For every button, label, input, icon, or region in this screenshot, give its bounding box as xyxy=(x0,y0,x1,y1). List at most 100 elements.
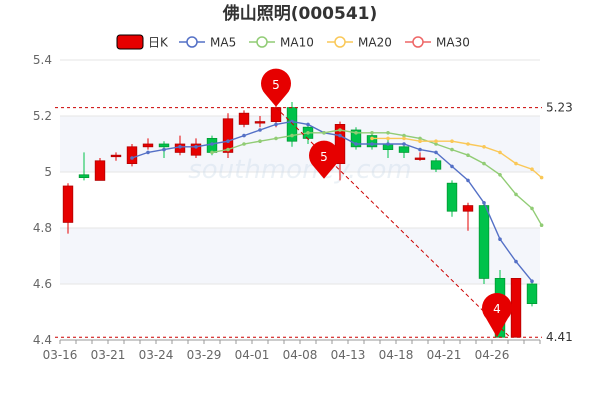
legend-item-ma5: MA5 xyxy=(179,36,236,50)
ma5-line xyxy=(131,120,533,282)
legend-marker-icon xyxy=(412,36,424,48)
candle-body xyxy=(62,185,74,223)
legend-label: MA5 xyxy=(210,36,236,50)
ma10-point xyxy=(530,206,534,211)
candle-body xyxy=(142,143,154,148)
legend-item-ma30: MA30 xyxy=(405,36,470,50)
ma5-point xyxy=(466,178,470,183)
ma10-point xyxy=(370,131,374,135)
ma10-point xyxy=(418,136,422,141)
candle-body xyxy=(366,135,378,148)
ma10-point xyxy=(466,153,470,157)
x-tick-label: 04-21 xyxy=(427,348,462,362)
x-tick-label: 04-18 xyxy=(379,348,414,362)
y-tick-label: 5.2 xyxy=(33,109,52,123)
ma20-point xyxy=(514,161,518,166)
ma10-point xyxy=(242,142,246,146)
legend-marker-icon xyxy=(186,36,198,48)
max-pin-label: 5 xyxy=(272,78,280,92)
legend-item-日k: 日K xyxy=(116,34,169,50)
candle-body xyxy=(526,283,538,305)
background-band xyxy=(60,60,540,116)
candle-body xyxy=(158,143,170,148)
min-pin: 4 xyxy=(482,293,513,338)
plot-area: 4.4 4.6 4.8 5 5.2 5.4 03-16 03-21 03-24 03-29 04-0… xyxy=(33,53,573,362)
x-tick-label: 04-01 xyxy=(235,348,270,362)
ma10-point xyxy=(498,173,502,177)
candle-body xyxy=(270,107,282,122)
min-pin-shape xyxy=(482,293,513,338)
ma20-point xyxy=(498,150,502,155)
mid-pin-shape xyxy=(309,140,339,179)
ma10-point xyxy=(290,133,294,138)
ma5-point xyxy=(482,201,486,205)
ma20-point xyxy=(466,142,470,146)
ma5-point xyxy=(370,142,374,146)
candle-body xyxy=(190,143,202,156)
y-tick-label: 4.6 xyxy=(33,277,52,291)
ma5-point xyxy=(226,139,230,143)
ma20-point xyxy=(539,175,544,180)
ma5-point xyxy=(402,142,406,146)
ma10-point xyxy=(434,142,438,146)
legend-label: 日K xyxy=(148,36,169,50)
trend-connector xyxy=(275,107,511,338)
ma5-point xyxy=(210,142,214,146)
legend-marker-icon xyxy=(334,36,346,48)
ma5-point xyxy=(274,122,278,127)
ma20-point xyxy=(482,145,486,149)
ma5-point xyxy=(146,150,150,155)
max-pin: 5 xyxy=(261,68,292,107)
high-price-label: 5.23 xyxy=(546,101,573,115)
ma10-point xyxy=(258,139,262,143)
ma5-point xyxy=(498,237,502,241)
candle-body xyxy=(110,154,122,158)
candle-body xyxy=(398,146,410,153)
ma5-point xyxy=(434,150,438,155)
candle-body xyxy=(462,205,474,212)
x-tick-label: 03-29 xyxy=(187,348,222,362)
ma5-point xyxy=(338,133,342,138)
candle-body xyxy=(222,118,234,153)
ma5-point xyxy=(130,156,134,160)
background-band xyxy=(60,284,540,340)
ma5-point xyxy=(194,145,198,149)
ma5-point xyxy=(450,164,454,169)
background-band xyxy=(60,172,540,228)
ma5-point xyxy=(258,128,262,132)
ma10-point xyxy=(274,136,278,141)
y-tick-label: 5.4 xyxy=(33,53,52,67)
legend-marker-icon xyxy=(256,36,268,48)
ma10-point xyxy=(514,192,518,197)
legend-label: MA10 xyxy=(280,36,314,50)
chart-legend: 日K MA5 MA10 MA20 MA30 xyxy=(116,34,470,50)
ma5-point xyxy=(386,142,390,146)
candle-body xyxy=(94,160,106,181)
ma10-point xyxy=(306,131,310,135)
ma10-line xyxy=(211,129,543,226)
ma10-point xyxy=(210,150,214,155)
x-tick-label: 03-21 xyxy=(91,348,126,362)
ma5-point xyxy=(306,122,310,127)
y-tick-label: 4.4 xyxy=(33,333,52,347)
candle-body xyxy=(126,146,138,165)
legend-item-ma10: MA10 xyxy=(249,36,314,50)
ma10-point xyxy=(338,128,342,132)
background-band xyxy=(60,116,540,172)
ma10-point xyxy=(226,147,230,152)
low-price-label: 4.41 xyxy=(546,330,573,344)
candle-body xyxy=(414,157,426,160)
legend-item-ma20: MA20 xyxy=(327,36,392,50)
ma10-point xyxy=(386,131,390,135)
ma5-point xyxy=(514,259,518,264)
ma5-point xyxy=(354,142,358,146)
x-tick-label: 03-16 xyxy=(43,348,78,362)
ma20-point xyxy=(386,136,390,141)
candle-body xyxy=(238,112,250,125)
legend-label: MA20 xyxy=(358,36,392,50)
ma5-point xyxy=(530,279,534,284)
ma5-point xyxy=(418,147,422,152)
candle-body xyxy=(446,182,458,212)
y-tick-label: 5 xyxy=(44,165,52,179)
